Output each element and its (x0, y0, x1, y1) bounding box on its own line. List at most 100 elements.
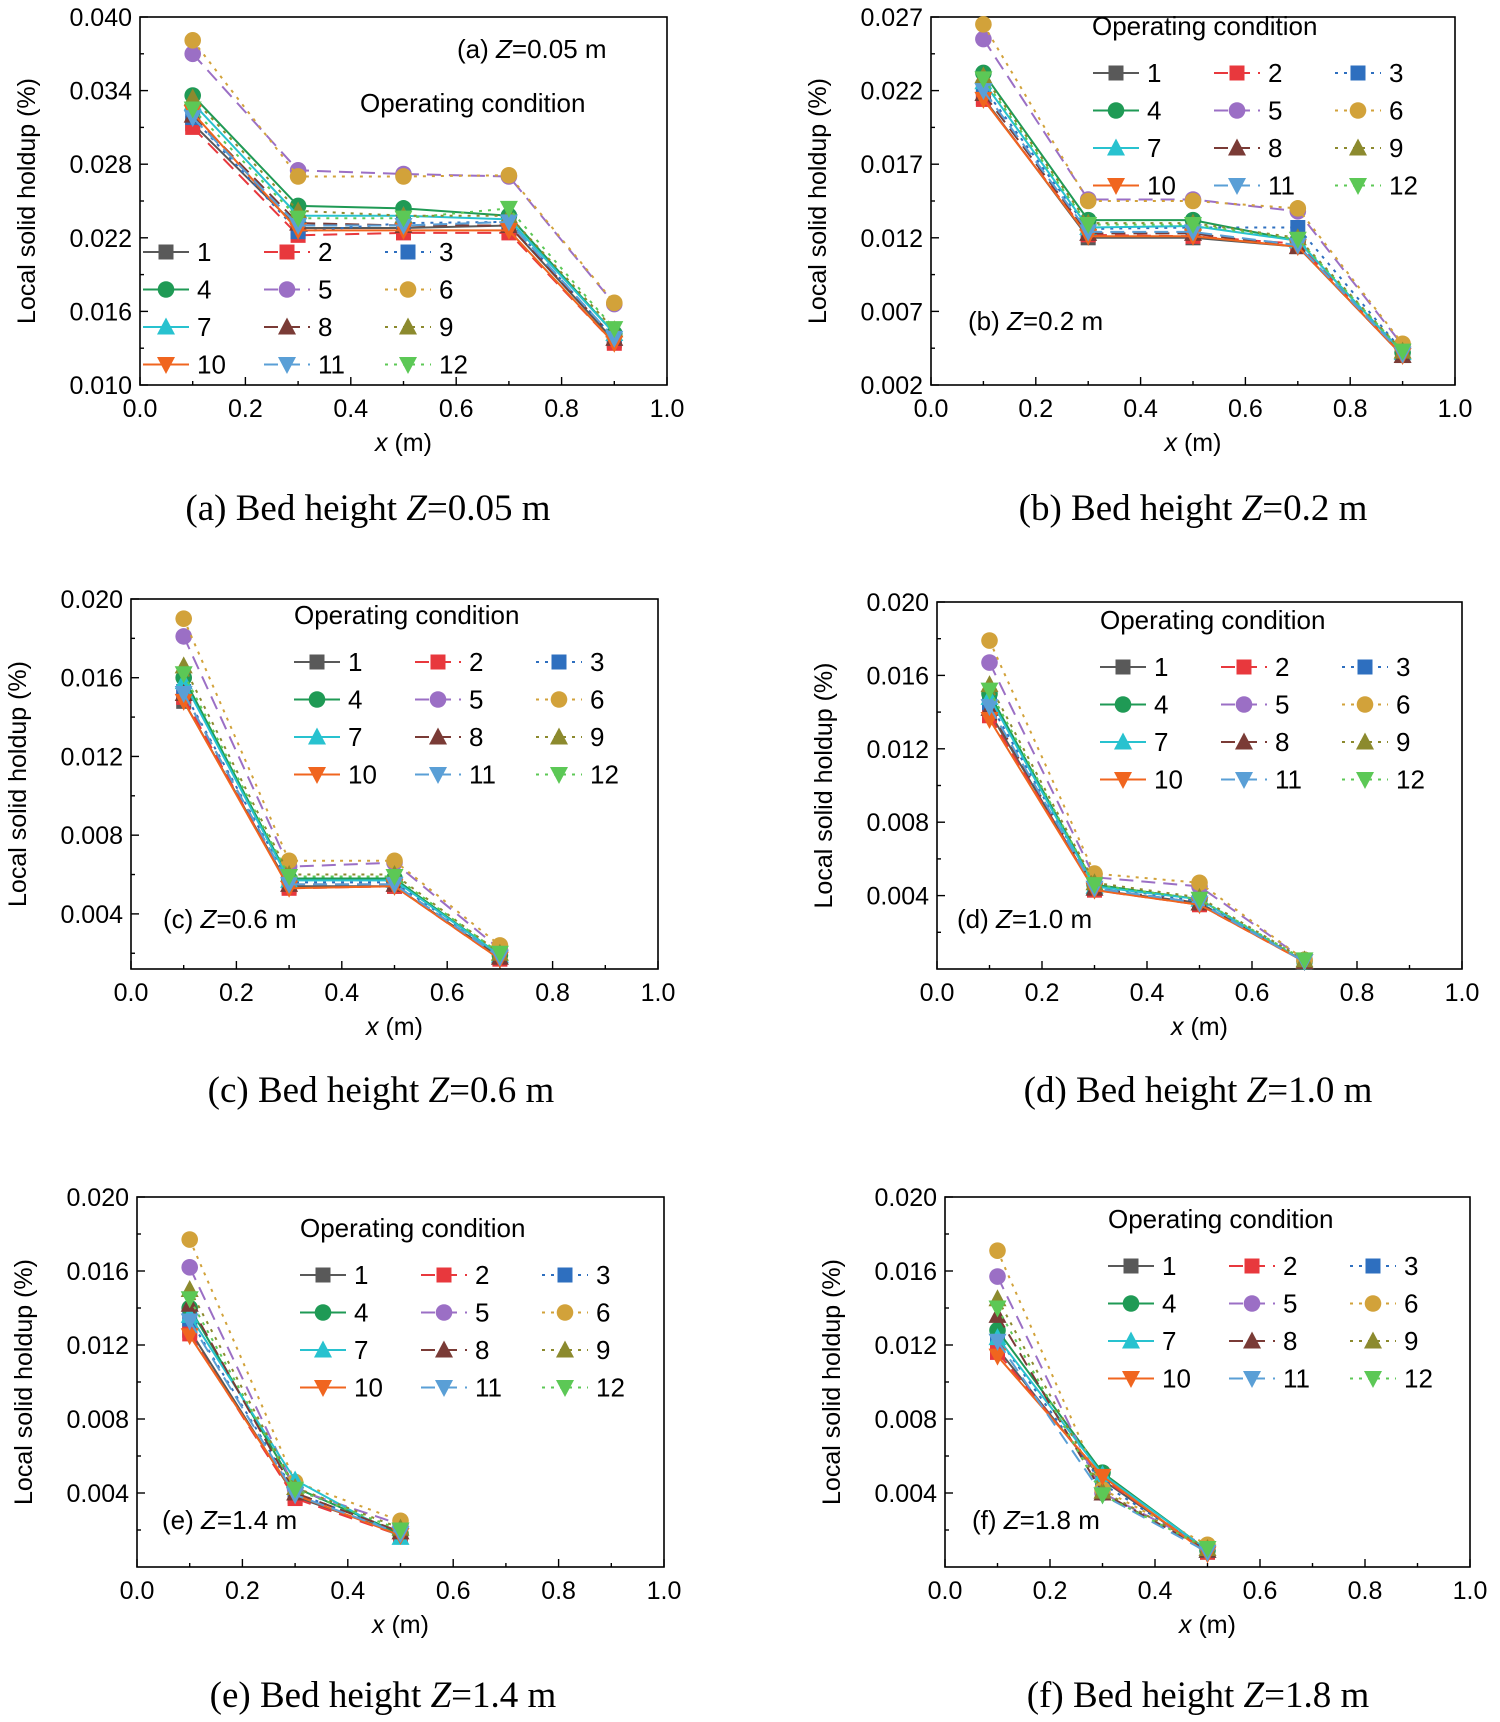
legend-entry-9: 9 (1335, 133, 1403, 163)
legend-label: 1 (1147, 58, 1161, 88)
legend-swatch-marker (556, 1304, 574, 1321)
data-point (1190, 891, 1209, 909)
y-tick-label: 0.020 (60, 586, 123, 614)
x-axis-title: x (m) (371, 1611, 429, 1639)
legend: 1 2 34 5 67 8 910 11 12 (1108, 1251, 1433, 1394)
data-point (1290, 219, 1306, 235)
legend-swatch-marker (1364, 1295, 1382, 1312)
legend-label: 7 (1147, 133, 1161, 163)
legend-swatch-marker (1107, 138, 1125, 156)
legend-entry-12: 12 (1335, 171, 1418, 201)
x-axis-title-part: (m) (385, 1611, 429, 1639)
legend-swatch-marker (435, 1304, 453, 1321)
legend-entry-11: 11 (1214, 171, 1295, 201)
panel-annotation-part: (a) (457, 34, 496, 64)
legend-swatch-marker (435, 1340, 453, 1358)
data-point (174, 685, 193, 703)
chart-panel-a: 0.0 0.2 0.4 0.6 0.8 1.0 0.010 0.016 0.022 0.028 0.… (13, 4, 684, 529)
legend-entry-7: 7 (294, 722, 362, 752)
legend-swatch-marker (1122, 1371, 1140, 1388)
y-tick-label: 0.016 (60, 665, 123, 693)
legend-entry-2: 2 (1221, 652, 1289, 682)
legend-entry-10: 10 (1100, 765, 1183, 795)
legend-entry-7: 7 (1100, 727, 1168, 757)
legend-swatch-marker (1228, 138, 1246, 156)
legend-label: 7 (197, 312, 211, 342)
y-tick-label: 0.008 (874, 1406, 937, 1434)
x-tick-label: 0.0 (914, 395, 949, 423)
legend-swatch-marker (1356, 732, 1374, 750)
data-point (980, 699, 999, 717)
y-tick-label: 0.027 (860, 4, 923, 32)
x-tick-label: 0.2 (1033, 1577, 1068, 1605)
data-point (184, 32, 201, 49)
legend-entry-5: 5 (1229, 1289, 1297, 1319)
x-tick-label: 0.8 (1333, 395, 1368, 423)
data-point (184, 45, 201, 63)
legend-label: 8 (469, 722, 483, 752)
panel-annotation: (f) Z=1.8 m (972, 1505, 1100, 1535)
panel-annotation-part: Z (495, 34, 513, 64)
legend-entry-4: 4 (1100, 690, 1168, 720)
y-tick-label: 0.012 (60, 743, 123, 771)
legend-entry-9: 9 (536, 722, 604, 752)
series-line (988, 689, 1305, 961)
panel-annotation-part: (e) (162, 1505, 201, 1535)
legend-label: 3 (1389, 58, 1403, 88)
legend-swatch-marker (157, 317, 175, 335)
legend-label: 11 (1275, 765, 1302, 795)
data-point (180, 1313, 199, 1331)
legend-entry-5: 5 (264, 275, 332, 305)
series-12 (183, 101, 624, 339)
legend-swatch-marker (158, 244, 174, 260)
legend-label: 2 (1283, 1251, 1297, 1281)
legend-label: 2 (1268, 58, 1282, 88)
y-tick-label: 0.040 (69, 4, 132, 32)
legend-swatch-marker (556, 1380, 574, 1397)
legend-swatch-marker (314, 1380, 332, 1397)
x-tick-label: 0.8 (1340, 979, 1375, 1007)
legend-swatch-marker (308, 767, 326, 784)
data-point (289, 210, 308, 228)
legend-entry-6: 6 (1335, 96, 1403, 126)
legend-entry-12: 12 (1342, 765, 1425, 795)
legend-label: 1 (197, 237, 211, 267)
legend-swatch-marker (1228, 102, 1246, 119)
y-tick-label: 0.034 (69, 78, 132, 106)
legend-label: 1 (348, 647, 362, 677)
legend-label: 11 (469, 760, 496, 790)
data-point (975, 16, 992, 33)
legend-label: 8 (475, 1335, 489, 1365)
data-point (980, 682, 999, 700)
legend-label: 10 (1154, 765, 1183, 795)
legend-label: 11 (475, 1373, 502, 1403)
series-line (982, 75, 1404, 352)
y-tick-label: 0.004 (66, 1480, 129, 1508)
panel-caption-part: (b) Bed height (1019, 488, 1242, 529)
panel-annotation-part: Z (995, 904, 1013, 934)
legend-entry-9: 9 (1342, 727, 1410, 757)
legend-swatch-marker (1243, 1331, 1261, 1349)
legend-entry-10: 10 (294, 760, 377, 790)
x-axis-title: x (m) (1170, 1013, 1228, 1041)
legend-swatch-marker (1107, 102, 1125, 119)
legend-label: 1 (1154, 652, 1168, 682)
legend-swatch-marker (429, 691, 447, 708)
legend-title: Operating condition (1100, 605, 1325, 635)
panel-caption-part: Z (406, 488, 427, 529)
legend-swatch-marker (1228, 178, 1246, 195)
x-tick-label: 0.4 (333, 395, 368, 423)
legend-label: 9 (590, 722, 604, 752)
legend-entry-8: 8 (1214, 133, 1282, 163)
data-point (975, 30, 992, 48)
panel-caption: (d) Bed height Z=1.0 m (1024, 1070, 1373, 1111)
y-axis-title: Local solid holdup (%) (13, 78, 41, 324)
x-tick-label: 0.0 (920, 979, 955, 1007)
legend-swatch-marker (1244, 1258, 1260, 1274)
x-tick-label: 1.0 (641, 979, 676, 1007)
legend-label: 1 (354, 1260, 368, 1290)
legend-label: 5 (475, 1298, 489, 1328)
y-axis-title: Local solid holdup (%) (4, 661, 32, 907)
y-tick-label: 0.012 (874, 1332, 937, 1360)
data-point (174, 666, 193, 684)
